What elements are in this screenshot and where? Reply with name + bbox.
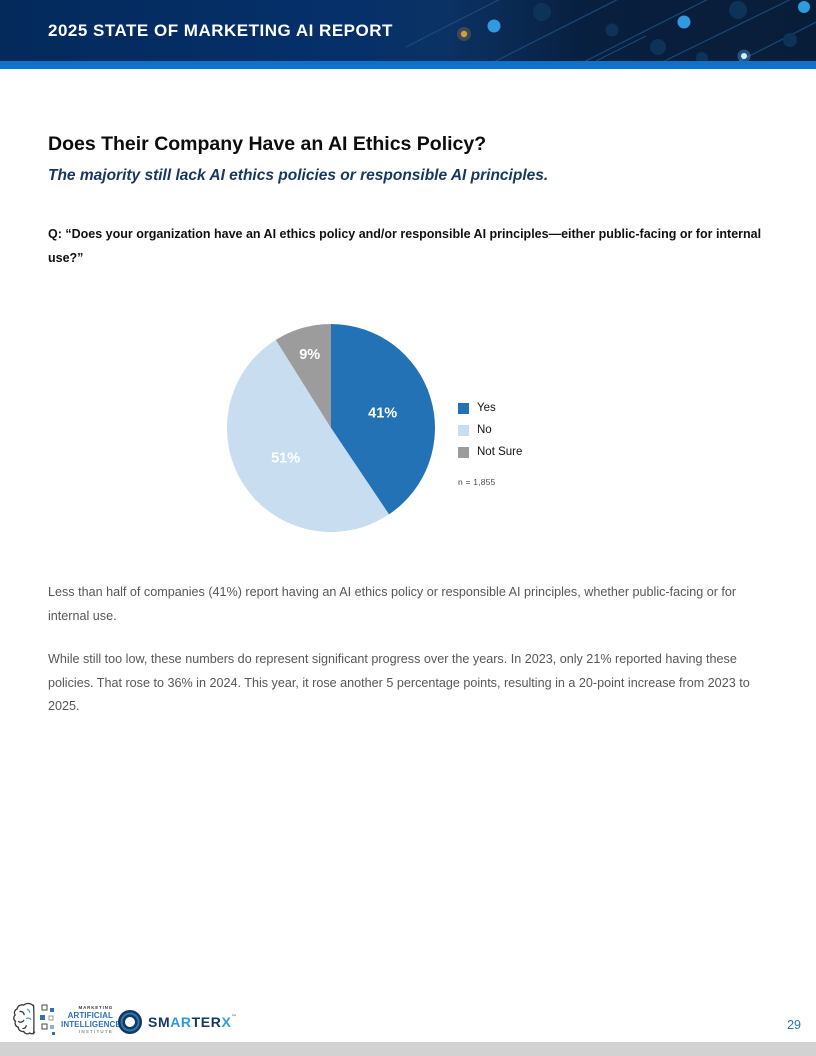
pie-slice-not-sure [275,324,331,428]
trademark-symbol: ™ [231,1014,237,1020]
legend-label: Not Sure [477,446,523,458]
legend-item-no: No [458,419,522,441]
smarterx-wordmark-segment: AR [170,1014,192,1030]
pixel-squares-icon [40,1004,55,1035]
smarterx-ring-icon [118,1010,142,1034]
bottom-bar [0,1042,816,1056]
page-number: 29 [787,1018,801,1032]
legend-swatch [458,446,469,458]
legend-label: Yes [477,402,496,414]
legend-rows: Yes No Not Sure [458,397,522,463]
header-accent-stripe [0,61,816,69]
legend-item-yes: Yes [458,397,522,419]
body-paragraph-1: Less than half of companies (41%) report… [48,585,737,623]
pie-chart-region: 41% 51% 9% Yes No Not Sure n = 1,855 [48,318,768,540]
maii-logo-line: INTELLIGENCE [61,1019,121,1029]
pie-chart: 41% 51% 9% [226,324,436,533]
legend-swatch [458,424,469,436]
legend-item-not-sure: Not Sure [458,441,522,463]
smarterx-wordmark-segment: X [221,1014,232,1030]
pie-slice-label: 9% [299,347,320,363]
brain-icon [13,1002,36,1035]
pie-slice-label: 41% [368,405,397,421]
report-title: 2025 STATE OF MARKETING AI REPORT [48,20,393,40]
maii-logo-line: INSTITUTE [78,1028,113,1034]
pie-slice-label: 51% [271,450,300,466]
smarterx-logo: SMARTERX™ [117,1008,237,1036]
circuit-pattern-decoration [406,0,816,61]
pie-slice-yes [331,324,436,515]
sample-size-note: n = 1,855 [458,477,496,487]
smarterx-wordmark-segment: TER [191,1014,222,1030]
legend-label: No [477,424,492,436]
pie-slice-no [226,339,389,533]
legend-swatch [458,402,469,414]
marketing-ai-institute-logo: MARKETING ARTIFICIAL INTELLIGENCE INSTIT… [13,1000,121,1040]
smarterx-wordmark: SMARTERX™ [148,1014,237,1030]
page-title: Does Their Company Have an AI Ethics Pol… [48,133,487,155]
chart-legend: Yes No Not Sure n = 1,855 [458,397,522,487]
page-subtitle: The majority still lack AI ethics polici… [48,167,549,184]
smarterx-wordmark-segment: SM [148,1014,171,1030]
body-paragraph-2: While still too low, these numbers do re… [48,652,750,713]
maii-logo-line: MARKETING [78,1005,113,1010]
survey-question: Q: “Does your organization have an AI et… [48,227,762,265]
maii-logo-line: ARTIFICIAL [67,1010,113,1020]
maii-logo-text: MARKETING ARTIFICIAL INTELLIGENCE INSTIT… [61,1005,121,1034]
header-banner: 2025 STATE OF MARKETING AI REPORT [0,0,816,61]
